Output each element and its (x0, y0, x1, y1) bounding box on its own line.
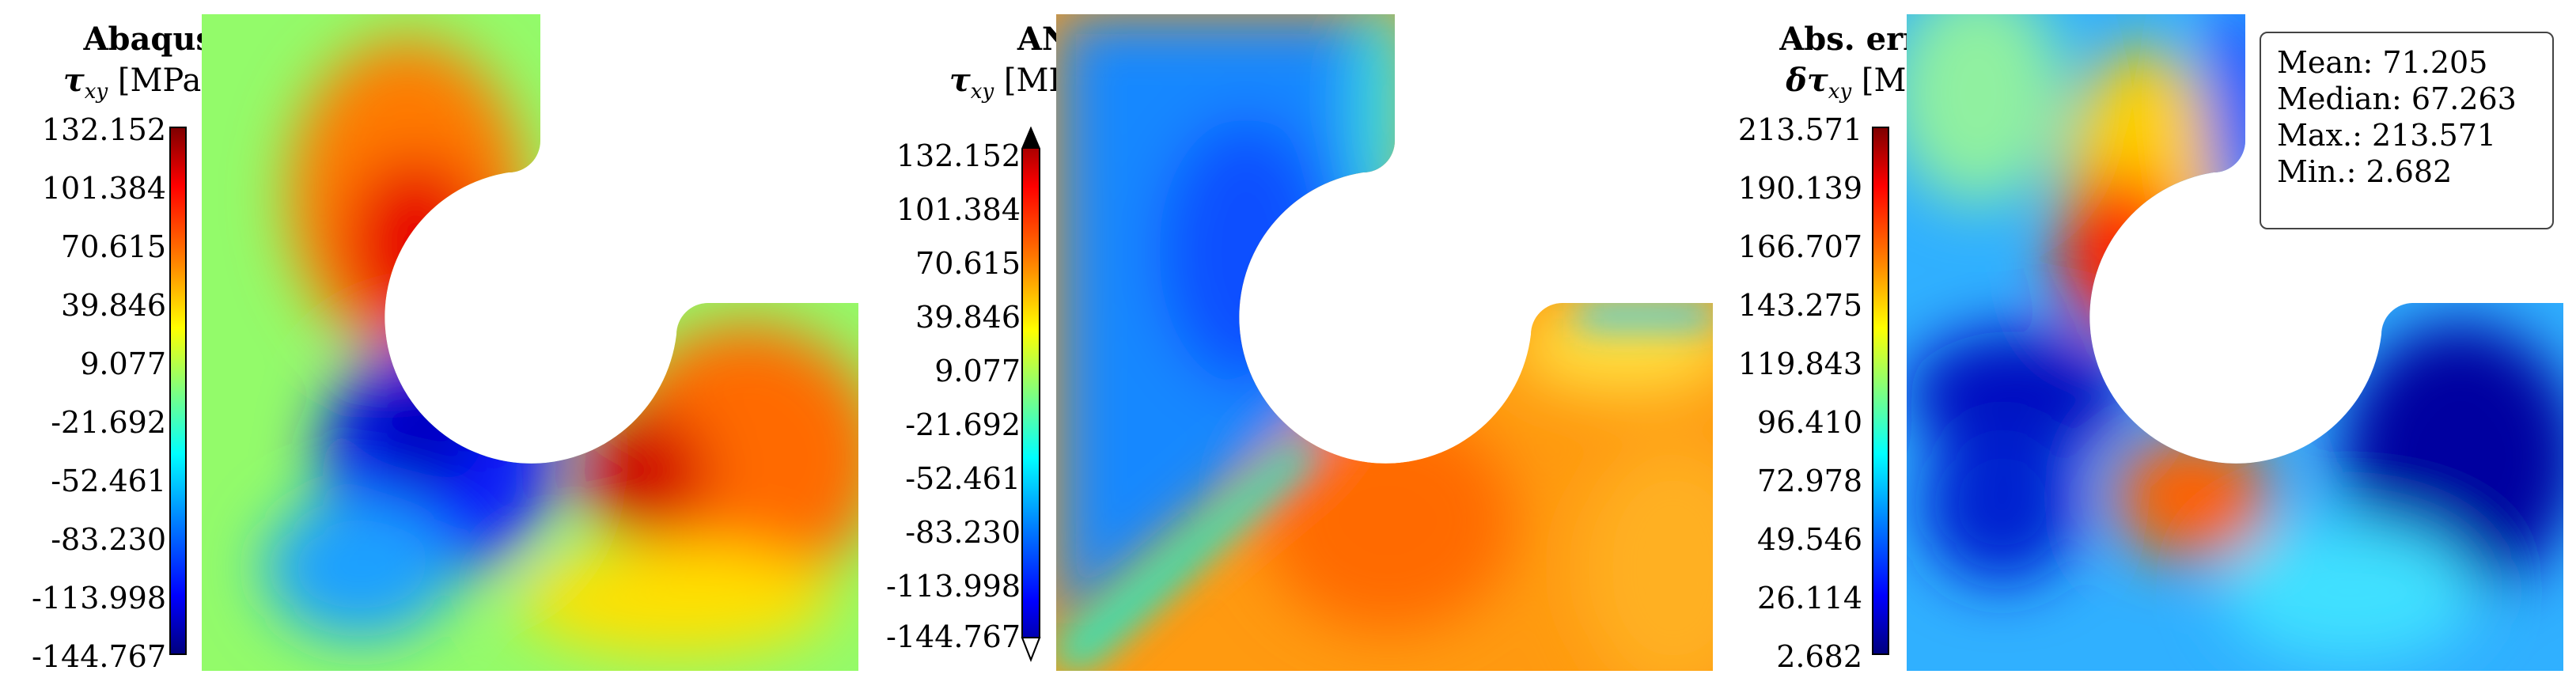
tick-label: 70.615 (915, 246, 1021, 281)
tick-label: -144.767 (886, 619, 1021, 654)
tick-label: -52.461 (51, 464, 166, 498)
tick-label: 72.978 (1757, 464, 1862, 498)
quantity-subscript: xy (970, 80, 994, 104)
tick-label: 132.152 (41, 112, 166, 147)
stat-median: Median: 67.263 (2277, 81, 2517, 116)
colorbar (1872, 127, 1889, 655)
colorbar (169, 127, 187, 655)
tick-label: -113.998 (886, 569, 1021, 604)
tick-label: -52.461 (905, 461, 1021, 496)
stats-box: Mean: 71.205 Median: 67.263 Max.: 213.57… (2260, 32, 2554, 229)
tick-label: 9.077 (934, 354, 1021, 388)
tick-label: 96.410 (1757, 405, 1862, 440)
tick-label: 119.843 (1737, 346, 1862, 381)
quantity-label: τxy [MPa] (63, 62, 214, 104)
tick-label: 143.275 (1737, 288, 1862, 323)
tick-label: -83.230 (905, 515, 1021, 550)
colorbar-extend (1021, 127, 1041, 662)
contour-field (1056, 14, 1713, 671)
tick-label: 101.384 (896, 192, 1021, 227)
tick-label: 101.384 (41, 171, 166, 206)
tick-label: 190.139 (1737, 171, 1862, 206)
panel-title: Abaqus (83, 21, 214, 58)
contour-field (1907, 14, 2563, 671)
tick-label: 2.682 (1776, 639, 1862, 674)
tick-label: 166.707 (1737, 229, 1862, 264)
panel-ann: ANN τxy [MPa] 132.152 101.384 70.615 39.… (862, 0, 1717, 693)
tick-label: 26.114 (1757, 581, 1862, 615)
tick-label: 39.846 (61, 288, 166, 323)
tick-label: -83.230 (51, 522, 166, 557)
tick-label: -21.692 (51, 405, 166, 440)
tick-label: -21.692 (905, 407, 1021, 442)
quantity-subscript: xy (1828, 80, 1852, 104)
quantity-symbol: τ (949, 62, 971, 99)
quantity-subscript: xy (84, 80, 108, 104)
tick-label: 49.546 (1757, 522, 1862, 557)
panel-abs-error: Abs. error δτxy [MPa] 213.571 190.139 16… (1717, 0, 2576, 693)
contour-field (202, 14, 858, 671)
tick-label: 39.846 (915, 300, 1021, 335)
quantity-symbol: δτ (1786, 62, 1828, 99)
quantity-unit: [MPa] (117, 62, 214, 99)
panel-abaqus: Abaqus τxy [MPa] 132.152 101.384 70.615 … (0, 0, 862, 693)
tick-label: 213.571 (1737, 112, 1862, 147)
tick-label: -113.998 (32, 581, 166, 615)
tick-label: 9.077 (80, 346, 166, 381)
tick-label: -144.767 (32, 639, 166, 674)
tick-label: 132.152 (896, 138, 1021, 173)
stat-max: Max.: 213.571 (2277, 118, 2497, 153)
stat-min: Min.: 2.682 (2277, 154, 2453, 189)
stat-mean: Mean: 71.205 (2277, 45, 2488, 80)
quantity-symbol: τ (63, 62, 85, 99)
tick-label: 70.615 (61, 229, 166, 264)
